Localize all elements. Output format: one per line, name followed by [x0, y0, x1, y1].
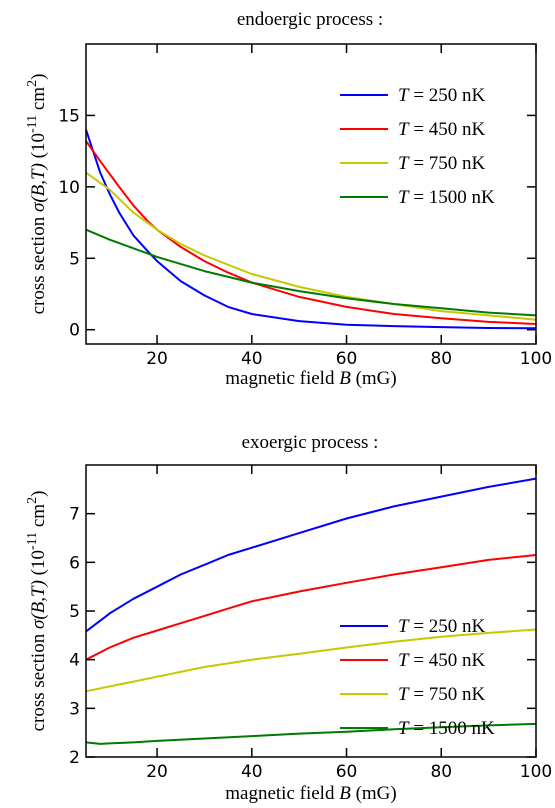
series-line-2 — [85, 628, 537, 693]
legend-label: T = 750 nK — [398, 684, 486, 705]
series-line-3 — [85, 228, 537, 317]
x-tick-label: 60 — [336, 762, 358, 782]
endoergic-chart: endoergic process : 20 40 60 80 100 0 5 10 15 ma… — [25, 9, 552, 389]
series-line-3 — [85, 722, 537, 745]
legend-label: T = 1500 nK — [398, 718, 495, 739]
x-tick-label: 100 — [520, 349, 552, 369]
y-tick-label: 4 — [69, 651, 80, 671]
y-tick-label: 5 — [69, 249, 80, 269]
y-tick-label: 2 — [69, 748, 80, 768]
chart-title: exoergic process : — [242, 432, 379, 453]
legend-label: T = 1500 nK — [398, 187, 495, 208]
chart-title: endoergic process : — [237, 9, 383, 30]
legend-label: T = 250 nK — [398, 616, 486, 637]
y-tick-label: 0 — [69, 321, 80, 341]
y-tick-label: 6 — [69, 553, 80, 573]
y-tick-label: 5 — [69, 602, 80, 622]
x-tick-label: 40 — [241, 762, 263, 782]
legend: T = 250 nK T = 450 nK T = 750 nK T = 1500 n… — [340, 616, 495, 739]
y-tick-label: 15 — [58, 106, 80, 126]
series-line-1 — [85, 140, 537, 325]
legend-label: T = 450 nK — [398, 650, 486, 671]
legend-label: T = 250 nK — [398, 85, 486, 106]
plot-frame — [85, 464, 537, 758]
y-tick-label: 7 — [69, 505, 80, 525]
y-tick-label: 3 — [69, 699, 80, 719]
y-axis-title: cross section σ(B,T) (10-11 cm2) — [25, 74, 49, 315]
y-tick-label: 10 — [58, 178, 80, 198]
exoergic-chart: exoergic process : 20 40 60 80 100 2 3 4 5 6 7 mag… — [25, 432, 552, 804]
x-tick-label: 80 — [430, 349, 452, 369]
series-line-1 — [85, 554, 537, 661]
legend-label: T = 450 nK — [398, 119, 486, 140]
series-line-0 — [85, 129, 537, 330]
x-tick-label: 60 — [336, 349, 358, 369]
axis-ticks: 20 40 60 80 100 2 3 4 5 6 7 — [69, 465, 552, 782]
plot-lines — [85, 129, 537, 330]
x-tick-label: 40 — [241, 349, 263, 369]
x-tick-label: 80 — [430, 762, 452, 782]
series-line-2 — [85, 171, 537, 321]
x-tick-label: 20 — [146, 349, 168, 369]
x-axis-title: magnetic field B (mG) — [225, 783, 396, 804]
legend-label: T = 750 nK — [398, 153, 486, 174]
legend: T = 250 nK T = 450 nK T = 750 nK T = 1500 n… — [340, 85, 495, 208]
series-line-0 — [85, 477, 537, 633]
x-tick-label: 100 — [520, 762, 552, 782]
axis-ticks: 20 40 60 80 100 0 5 10 15 — [58, 44, 552, 369]
y-axis-title: cross section σ(B,T) (10-11 cm2) — [25, 491, 49, 732]
x-axis-title: magnetic field B (mG) — [225, 368, 396, 389]
plot-frame — [85, 43, 537, 345]
plot-lines — [85, 477, 537, 745]
x-tick-label: 20 — [146, 762, 168, 782]
